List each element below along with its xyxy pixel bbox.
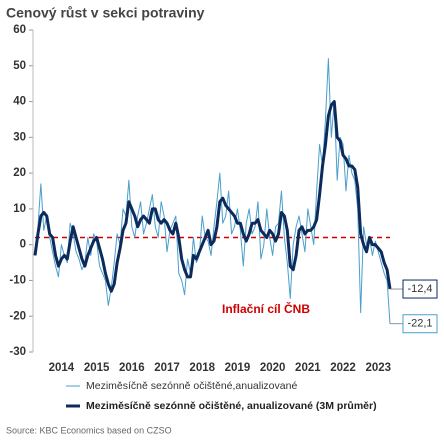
target-label: Inflační cíl ČNB	[222, 301, 310, 316]
y-tick-label: 30	[13, 131, 26, 143]
y-tick-label: 20	[13, 167, 26, 179]
x-tick-label: 2022	[330, 362, 356, 374]
y-tick-label: 0	[20, 239, 26, 251]
legend-label: Meziměsíčně sezónně očištěné, anualizova…	[86, 400, 377, 412]
series-line	[34, 58, 391, 324]
x-tick-label: 2017	[154, 362, 180, 374]
y-tick-label: 60	[13, 24, 26, 36]
chart-title: Cenový růst v sekci potraviny	[6, 5, 205, 21]
y-tick-label: 10	[13, 203, 26, 215]
x-tick-label: 2021	[295, 362, 321, 374]
x-tick-label: 2016	[119, 362, 145, 374]
series-line	[33, 100, 392, 293]
end-label-box	[402, 314, 438, 334]
x-tick-label: 2015	[84, 362, 110, 374]
end-label: -22,1	[407, 318, 432, 330]
x-tick-label: 2020	[260, 362, 286, 374]
x-tick-label: 2018	[189, 362, 215, 374]
end-label: -12,4	[407, 283, 432, 295]
x-tick-label: 2023	[365, 362, 391, 374]
y-tick-label: -30	[9, 346, 26, 358]
y-tick-label: -10	[9, 274, 26, 286]
legend-label: Meziměsíčně sezónně očištěné,anualizovan…	[86, 380, 297, 392]
x-tick-label: 2019	[225, 362, 251, 374]
end-label-box	[402, 279, 438, 299]
y-tick-label: -20	[9, 310, 26, 322]
source: Source: KBC Economics based on CZSO	[6, 425, 172, 435]
y-tick-label: 50	[13, 60, 26, 72]
x-tick-label: 2014	[49, 362, 75, 374]
y-tick-label: 40	[13, 96, 26, 108]
